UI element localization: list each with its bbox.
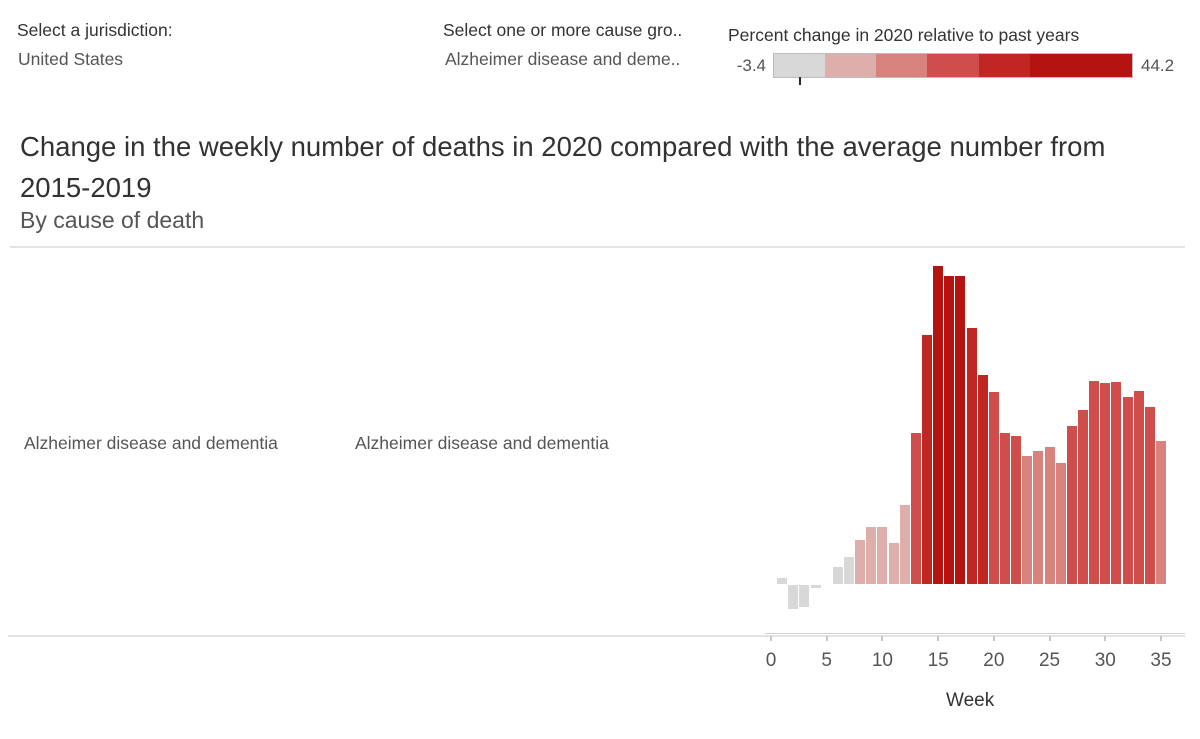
bar-week-26[interactable] <box>1055 463 1066 584</box>
bar-week-19[interactable] <box>977 375 988 584</box>
bar-week-8[interactable] <box>855 540 866 584</box>
bar-week-13[interactable] <box>910 432 921 584</box>
axis-divider <box>8 635 1185 637</box>
bar-week-2[interactable] <box>788 585 799 610</box>
bar-week-33[interactable] <box>1133 391 1144 584</box>
header-divider <box>10 246 1185 248</box>
page-subtitle: By cause of death <box>20 207 205 233</box>
jurisdiction-dropdown[interactable]: United States <box>18 49 124 69</box>
row-header-cause-group[interactable]: Alzheimer disease and dementia <box>24 433 278 453</box>
bar-week-22[interactable] <box>1011 435 1022 584</box>
bar-week-28[interactable] <box>1078 409 1088 584</box>
bar-week-6[interactable] <box>832 566 843 584</box>
bar-week-18[interactable] <box>966 327 977 584</box>
bar-week-11[interactable] <box>888 542 899 584</box>
bar-week-7[interactable] <box>844 556 854 584</box>
color-legend-min: -3.4 <box>736 56 766 75</box>
cause-filter-label: Select one or more cause gro.. <box>443 20 683 40</box>
x-axis-tick-label-35: 35 <box>1150 650 1172 671</box>
color-legend-zero-tick <box>799 77 801 85</box>
bar-week-32[interactable] <box>1122 396 1133 584</box>
legend-segment-4 <box>927 54 979 77</box>
bar-week-3[interactable] <box>799 585 810 607</box>
legend-segment-1 <box>774 54 826 77</box>
bar-week-1[interactable] <box>777 577 788 584</box>
legend-segment-6 <box>1029 54 1132 77</box>
bar-week-4[interactable] <box>810 585 821 588</box>
bar-week-9[interactable] <box>866 527 877 584</box>
x-axis-line <box>765 633 1185 634</box>
legend-segment-3 <box>876 54 928 77</box>
bar-week-27[interactable] <box>1066 426 1077 584</box>
bar-week-24[interactable] <box>1033 450 1044 584</box>
bar-week-31[interactable] <box>1111 382 1122 584</box>
legend-segment-2 <box>825 54 877 77</box>
x-axis-tick-label-15: 15 <box>927 650 949 671</box>
x-axis-tick-label-20: 20 <box>983 650 1005 671</box>
bar-week-35[interactable] <box>1156 441 1166 584</box>
bar-week-17[interactable] <box>955 275 966 584</box>
bar-week-16[interactable] <box>944 275 955 584</box>
jurisdiction-filter-label: Select a jurisdiction: <box>17 20 173 40</box>
bar-week-20[interactable] <box>988 391 999 584</box>
x-axis-tick-label-30: 30 <box>1094 650 1116 671</box>
bar-week-10[interactable] <box>877 527 888 584</box>
row-header-cause-subgroup[interactable]: Alzheimer disease and dementia <box>355 433 609 453</box>
page-title-line1: Change in the weekly number of deaths in… <box>20 131 1106 162</box>
x-axis-tick-label-10: 10 <box>871 650 893 671</box>
x-axis-tick-label-25: 25 <box>1038 650 1061 671</box>
bar-week-15[interactable] <box>933 265 944 584</box>
bar-week-25[interactable] <box>1044 447 1055 584</box>
legend-segment-5 <box>978 54 1030 77</box>
bar-week-14[interactable] <box>922 334 932 584</box>
bar-week-30[interactable] <box>1100 383 1111 584</box>
bar-week-29[interactable] <box>1089 380 1100 584</box>
color-legend-title: Percent change in 2020 relative to past … <box>728 25 1080 45</box>
x-axis-tick-label-0: 0 <box>765 650 777 671</box>
x-axis-tick-label-5: 5 <box>821 650 832 671</box>
x-axis-title: Week <box>946 690 995 711</box>
page-title-line2: 2015-2019 <box>20 172 152 203</box>
cause-dropdown[interactable]: Alzheimer disease and deme.. <box>445 49 681 69</box>
color-legend-ramp[interactable] <box>773 53 1133 78</box>
bar-week-23[interactable] <box>1022 455 1033 584</box>
bar-week-21[interactable] <box>1000 432 1010 584</box>
color-legend-max: 44.2 <box>1141 56 1175 75</box>
bar-week-12[interactable] <box>899 504 910 584</box>
bar-week-34[interactable] <box>1144 406 1155 584</box>
